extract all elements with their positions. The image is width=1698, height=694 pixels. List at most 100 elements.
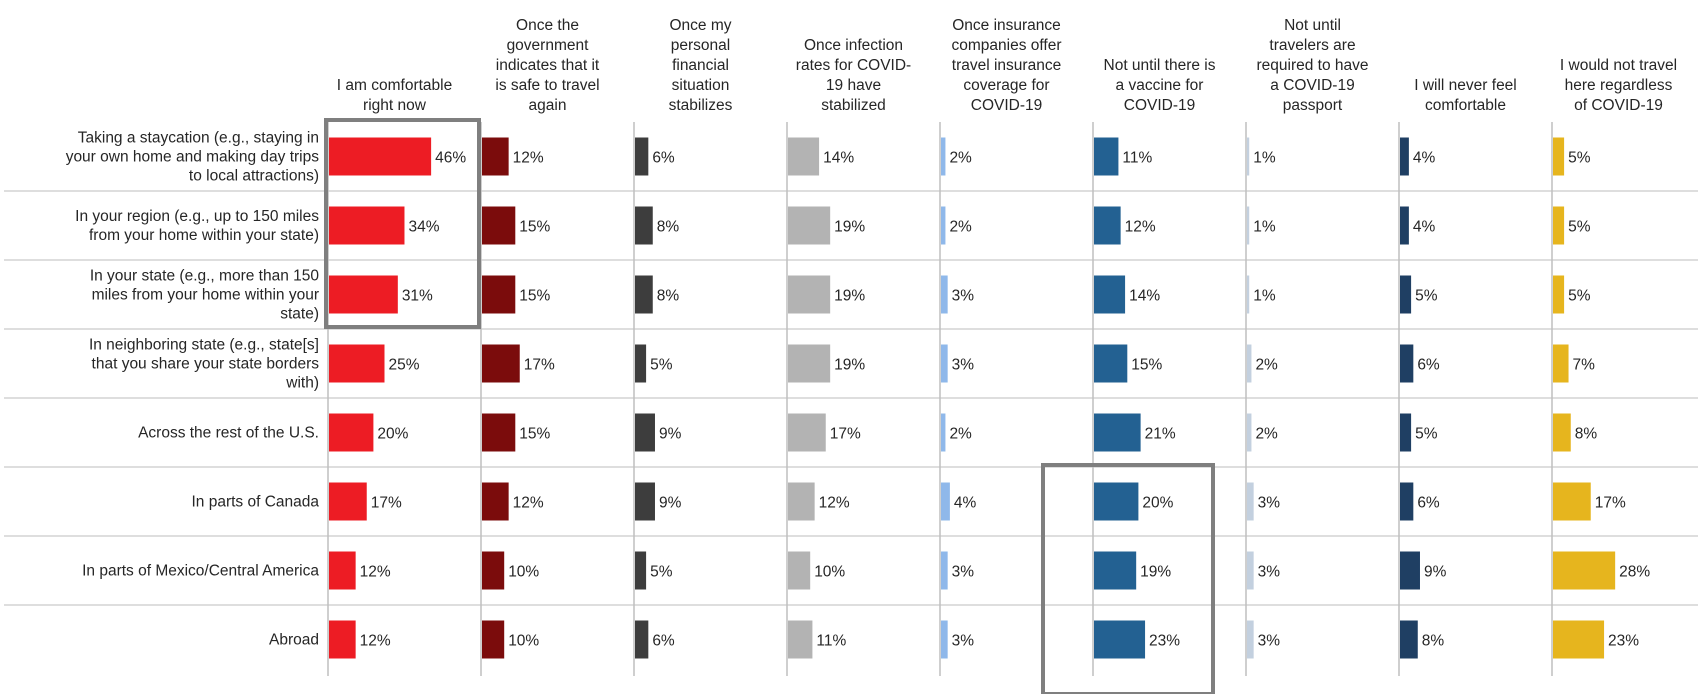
- data-label: 12%: [360, 564, 391, 581]
- bar: [1247, 482, 1254, 521]
- data-label: 25%: [389, 357, 420, 374]
- bar: [941, 551, 948, 590]
- data-label: 17%: [371, 495, 402, 512]
- data-label: 2%: [949, 426, 972, 443]
- data-label: 5%: [650, 357, 673, 374]
- bar: [1094, 413, 1141, 452]
- bar: [1094, 137, 1119, 176]
- bar: [941, 620, 948, 659]
- data-label: 3%: [952, 633, 975, 650]
- row-label: In parts of Canada: [191, 494, 319, 511]
- bar: [1553, 137, 1565, 176]
- bar: [329, 620, 356, 659]
- bar: [635, 206, 653, 245]
- data-label: 1%: [1253, 288, 1276, 305]
- bar: [482, 137, 509, 176]
- row-label: Abroad: [269, 632, 319, 649]
- data-label: 5%: [1415, 426, 1438, 443]
- bar: [1094, 482, 1139, 521]
- bar: [329, 551, 356, 590]
- bar: [329, 413, 374, 452]
- data-label: 11%: [816, 633, 846, 650]
- data-label: 10%: [814, 564, 845, 581]
- bar: [1400, 206, 1409, 245]
- data-label: 5%: [1568, 150, 1591, 167]
- data-label: 8%: [1422, 633, 1445, 650]
- data-label: 12%: [513, 150, 544, 167]
- bar: [1400, 137, 1409, 176]
- data-label: 12%: [819, 495, 850, 512]
- column-header: Once infection rates for COVID-19 have sta…: [796, 37, 911, 114]
- bar: [788, 206, 831, 245]
- bar: [941, 137, 946, 176]
- data-label: 3%: [952, 357, 975, 374]
- bar: [329, 206, 405, 245]
- bar: [329, 344, 385, 383]
- bar: [329, 137, 432, 176]
- bar: [1247, 551, 1254, 590]
- column-header: I am comfortable right now: [337, 77, 452, 114]
- bar: [1247, 206, 1250, 245]
- bar: [788, 137, 820, 176]
- data-label: 15%: [1131, 357, 1162, 374]
- bar: [1400, 344, 1414, 383]
- data-label: 1%: [1253, 219, 1276, 236]
- bar: [1400, 275, 1412, 314]
- data-label: 12%: [1125, 219, 1156, 236]
- bar: [1553, 482, 1591, 521]
- bar: [482, 620, 505, 659]
- data-label: 15%: [519, 288, 550, 305]
- data-label: 3%: [1258, 633, 1281, 650]
- column-header: Once insurance companies offer travel insu…: [952, 17, 1062, 114]
- data-label: 2%: [1255, 357, 1278, 374]
- bar: [1247, 413, 1252, 452]
- data-label: 46%: [435, 150, 466, 167]
- bar: [1400, 620, 1418, 659]
- data-label: 21%: [1145, 426, 1176, 443]
- highlight-box: [1041, 463, 1215, 694]
- bar: [1400, 551, 1420, 590]
- data-label: 3%: [952, 288, 975, 305]
- row-label: In your region (e.g., up to 150 miles fro…: [75, 208, 319, 244]
- bar: [482, 482, 509, 521]
- bar: [788, 344, 831, 383]
- row-label: In neighboring state (e.g., state[s] that…: [89, 337, 319, 392]
- data-label: 10%: [508, 633, 539, 650]
- bar: [1553, 344, 1569, 383]
- bar: [635, 413, 655, 452]
- data-label: 10%: [508, 564, 539, 581]
- bar: [1400, 482, 1414, 521]
- bar: [941, 482, 950, 521]
- data-label: 8%: [657, 288, 680, 305]
- bar: [1247, 620, 1254, 659]
- bar: [1553, 413, 1571, 452]
- bar: [635, 551, 647, 590]
- row-label: In your state (e.g., more than 150 miles …: [90, 268, 320, 323]
- data-label: 20%: [1142, 495, 1173, 512]
- bar: [788, 482, 815, 521]
- column-header: Once my personal financial situation stabili…: [669, 17, 733, 114]
- data-label: 19%: [834, 288, 865, 305]
- data-label: 4%: [954, 495, 977, 512]
- data-label: 6%: [652, 150, 675, 167]
- data-label: 2%: [1255, 426, 1278, 443]
- bar: [1247, 137, 1250, 176]
- data-label: 11%: [1122, 150, 1152, 167]
- bar: [1553, 275, 1565, 314]
- highlight-box: [324, 118, 481, 329]
- bar: [482, 551, 505, 590]
- row-label: In parts of Mexico/Central America: [82, 563, 319, 580]
- bar: [482, 275, 516, 314]
- bar: [482, 344, 520, 383]
- bar: [635, 482, 655, 521]
- data-label: 19%: [834, 219, 865, 236]
- column-header: I would not travel here regardless of COVI…: [1560, 57, 1677, 114]
- data-label: 12%: [360, 633, 391, 650]
- data-label: 19%: [1140, 564, 1171, 581]
- data-label: 7%: [1573, 357, 1596, 374]
- data-label: 19%: [834, 357, 865, 374]
- bar: [1094, 551, 1137, 590]
- data-label: 20%: [377, 426, 408, 443]
- data-label: 8%: [657, 219, 680, 236]
- column-header: Not until there is a vaccine for COVID-19: [1104, 57, 1216, 114]
